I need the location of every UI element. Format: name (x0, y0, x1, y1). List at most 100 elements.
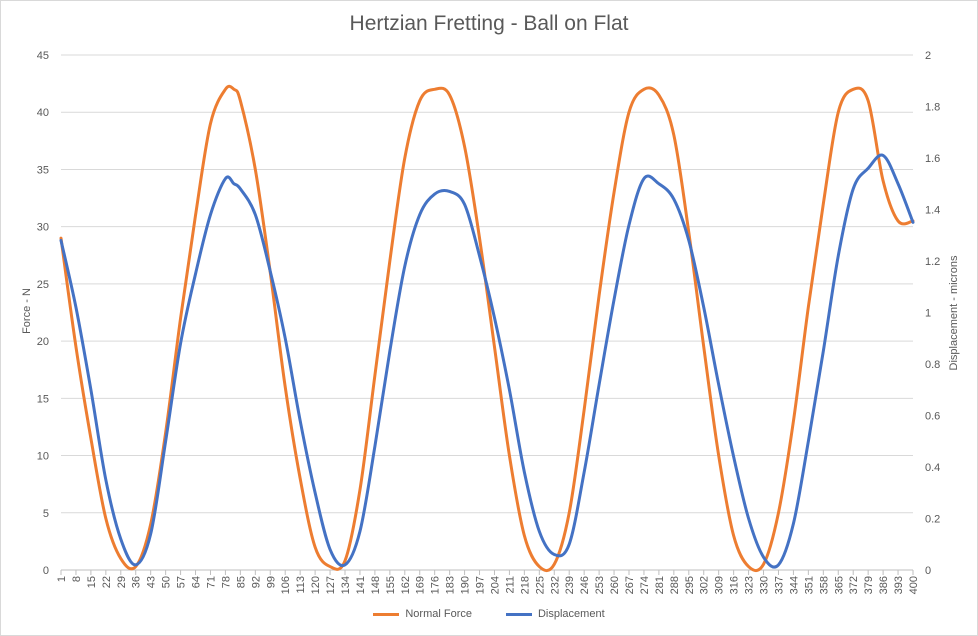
y-tick-left: 5 (43, 508, 49, 520)
x-tick-label: 358 (818, 576, 830, 594)
x-tick-label: 337 (773, 576, 785, 594)
x-tick: 309 (714, 576, 726, 594)
y-tick-label-right: 0.4 (925, 462, 940, 474)
x-tick: 281 (654, 576, 666, 594)
x-tick-label: 386 (878, 576, 890, 594)
x-tick: 78 (220, 576, 232, 588)
x-tick-label: 141 (355, 576, 367, 594)
y-tick-label-left: 20 (37, 336, 49, 348)
y-tick-right: 1.6 (925, 153, 940, 165)
x-tick: 113 (295, 576, 307, 594)
y-tick-right: 2 (925, 50, 931, 62)
x-tick-label: 302 (699, 576, 711, 594)
x-tick-label: 218 (519, 576, 531, 594)
x-tick-label: 260 (609, 576, 621, 594)
y-tick-label-right: 2 (925, 50, 931, 62)
legend-item-normal-force: Normal Force (373, 608, 472, 620)
x-tick: 337 (773, 576, 785, 594)
y-tick-right: 1.2 (925, 256, 940, 268)
normal-force-line (59, 84, 915, 573)
x-tick: 134 (340, 576, 352, 594)
x-tick: 295 (684, 576, 696, 594)
x-tick-label: 120 (310, 576, 322, 594)
y-tick-left: 15 (37, 393, 49, 405)
x-tick-label: 190 (460, 576, 472, 594)
y-tick-label-left: 40 (37, 107, 49, 119)
x-tick-label: 22 (101, 576, 113, 588)
legend-label-normal-force: Normal Force (405, 608, 472, 620)
x-tick: 204 (489, 576, 501, 594)
legend-swatch-displacement (505, 612, 532, 616)
y-tick-left: 30 (37, 222, 49, 234)
x-tick: 400 (908, 576, 920, 594)
x-tick: 302 (699, 576, 711, 594)
x-tick: 15 (86, 576, 98, 588)
x-tick-label: 400 (908, 576, 920, 594)
x-tick-label: 295 (684, 576, 696, 594)
y-tick-right: 1.8 (925, 102, 940, 114)
x-tick-label: 71 (205, 576, 217, 588)
x-tick: 106 (280, 576, 292, 594)
x-tick: 99 (265, 576, 277, 588)
x-tick: 50 (161, 576, 173, 588)
y-tick-label-right: 0.2 (925, 514, 940, 526)
x-tick-label: 8 (71, 576, 83, 582)
x-tick: 29 (116, 576, 128, 588)
x-tick: 120 (310, 576, 322, 594)
x-tick-label: 99 (265, 576, 277, 588)
y-tick-left: 10 (37, 451, 49, 463)
x-tick: 43 (146, 576, 158, 588)
x-tick-label: 127 (325, 576, 337, 594)
x-tick-label: 36 (131, 576, 143, 588)
y-tick-left: 0 (43, 565, 49, 577)
x-tick: 386 (878, 576, 890, 594)
x-tick-label: 288 (669, 576, 681, 594)
x-tick-label: 1 (56, 576, 68, 582)
x-tick-label: 155 (385, 576, 397, 594)
x-tick: 253 (594, 576, 606, 594)
y-tick-right: 0.6 (925, 411, 940, 423)
x-tick: 169 (415, 576, 427, 594)
y-tick-label-right: 1.6 (925, 153, 940, 165)
x-tick: 393 (893, 576, 905, 594)
x-tick-label: 274 (639, 576, 651, 594)
x-tick: 8 (71, 576, 83, 582)
y-tick-label-right: 1.2 (925, 256, 940, 268)
x-tick-label: 379 (863, 576, 875, 594)
y-tick-label-left: 35 (37, 164, 49, 176)
x-tick-label: 211 (504, 576, 516, 594)
legend-label-displacement: Displacement (537, 608, 605, 620)
x-tick: 351 (803, 576, 815, 594)
y-tick-label-right: 1.8 (925, 102, 940, 114)
x-tick-label: 176 (430, 576, 442, 594)
x-tick-label: 92 (250, 576, 262, 588)
legend-swatch-normal-force (373, 612, 400, 616)
x-tick: 211 (504, 576, 516, 594)
x-tick: 155 (385, 576, 397, 594)
x-tick-label: 134 (340, 576, 352, 594)
x-tick-label: 239 (564, 576, 576, 594)
x-tick-label: 393 (893, 576, 905, 594)
y-tick-label-left: 0 (43, 565, 49, 577)
x-tick-label: 365 (833, 576, 845, 594)
x-tick: 57 (176, 576, 188, 588)
x-tick-label: 113 (295, 576, 307, 594)
x-tick: 176 (430, 576, 442, 594)
x-tick: 260 (609, 576, 621, 594)
y-tick-label-left: 10 (37, 451, 49, 463)
x-tick-label: 330 (759, 576, 771, 594)
x-tick-label: 267 (624, 576, 636, 594)
x-tick-label: 162 (400, 576, 412, 594)
x-tick: 36 (131, 576, 143, 588)
x-tick-label: 197 (475, 576, 487, 594)
x-tick: 71 (205, 576, 217, 588)
x-tick: 127 (325, 576, 337, 594)
y-tick-left: 40 (37, 107, 49, 119)
x-tick-label: 29 (116, 576, 128, 588)
y-tick-right: 0.4 (925, 462, 940, 474)
x-tick: 365 (833, 576, 845, 594)
x-tick-label: 232 (549, 576, 561, 594)
y-tick-label-right: 1 (925, 308, 931, 320)
displacement-line (59, 153, 915, 569)
